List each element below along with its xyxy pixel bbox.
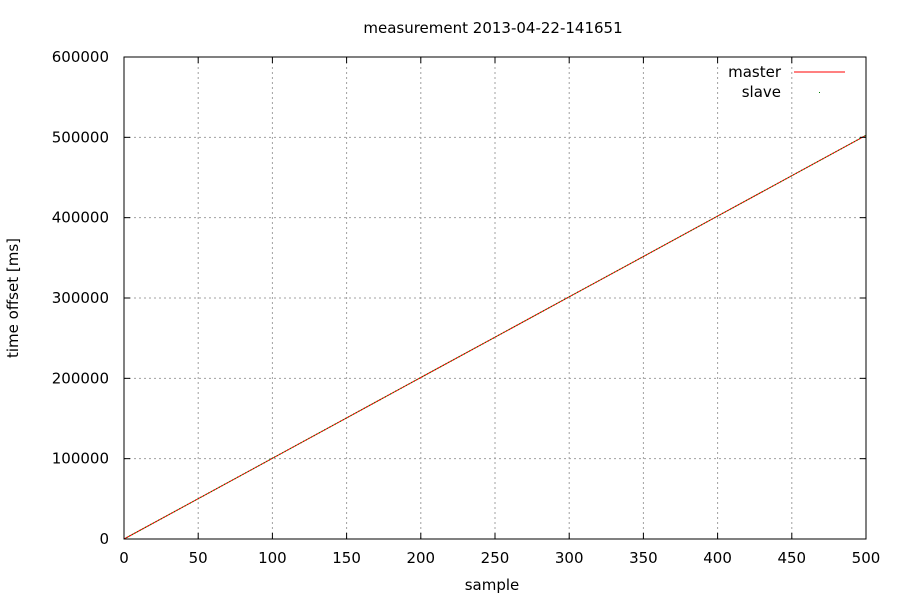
legend-label-master: master: [728, 63, 782, 81]
y-tick-label: 500000: [52, 128, 109, 146]
legend: master slave: [728, 63, 845, 101]
y-tick-label: 0: [99, 530, 109, 548]
x-tick-label: 300: [555, 549, 584, 567]
x-tick-label: 400: [703, 549, 732, 567]
legend-label-slave: slave: [742, 83, 781, 101]
y-tick-label: 200000: [52, 369, 109, 387]
x-tick-label: 350: [629, 549, 658, 567]
x-tick-label: 250: [481, 549, 510, 567]
series-group: [123, 134, 867, 540]
legend-swatch-slave: [819, 92, 820, 93]
chart-title: measurement 2013-04-22-141651: [363, 19, 622, 37]
x-tick-label: 450: [777, 549, 806, 567]
grid: [124, 57, 866, 539]
y-tick-label: 300000: [52, 289, 109, 307]
x-tick-label: 150: [332, 549, 361, 567]
x-tick-label: 100: [258, 549, 287, 567]
y-tick-label: 400000: [52, 209, 109, 227]
x-tick-label: 0: [119, 549, 129, 567]
x-tick-label: 200: [406, 549, 435, 567]
ticks: [123, 56, 867, 540]
y-axis-label: time offset [ms]: [4, 238, 22, 358]
x-tick-label: 500: [852, 549, 881, 567]
y-tick-label: 100000: [52, 450, 109, 468]
series-line-master: [123, 134, 867, 540]
y-tick-label: 600000: [52, 48, 109, 66]
x-tick-labels: 0 50 100 150 200 250 300 350 400 450 500: [119, 549, 880, 567]
y-tick-labels: 0 100000 200000 300000 400000 500000 600000: [52, 48, 109, 548]
x-axis-label: sample: [465, 576, 520, 594]
x-tick-label: 50: [189, 549, 208, 567]
